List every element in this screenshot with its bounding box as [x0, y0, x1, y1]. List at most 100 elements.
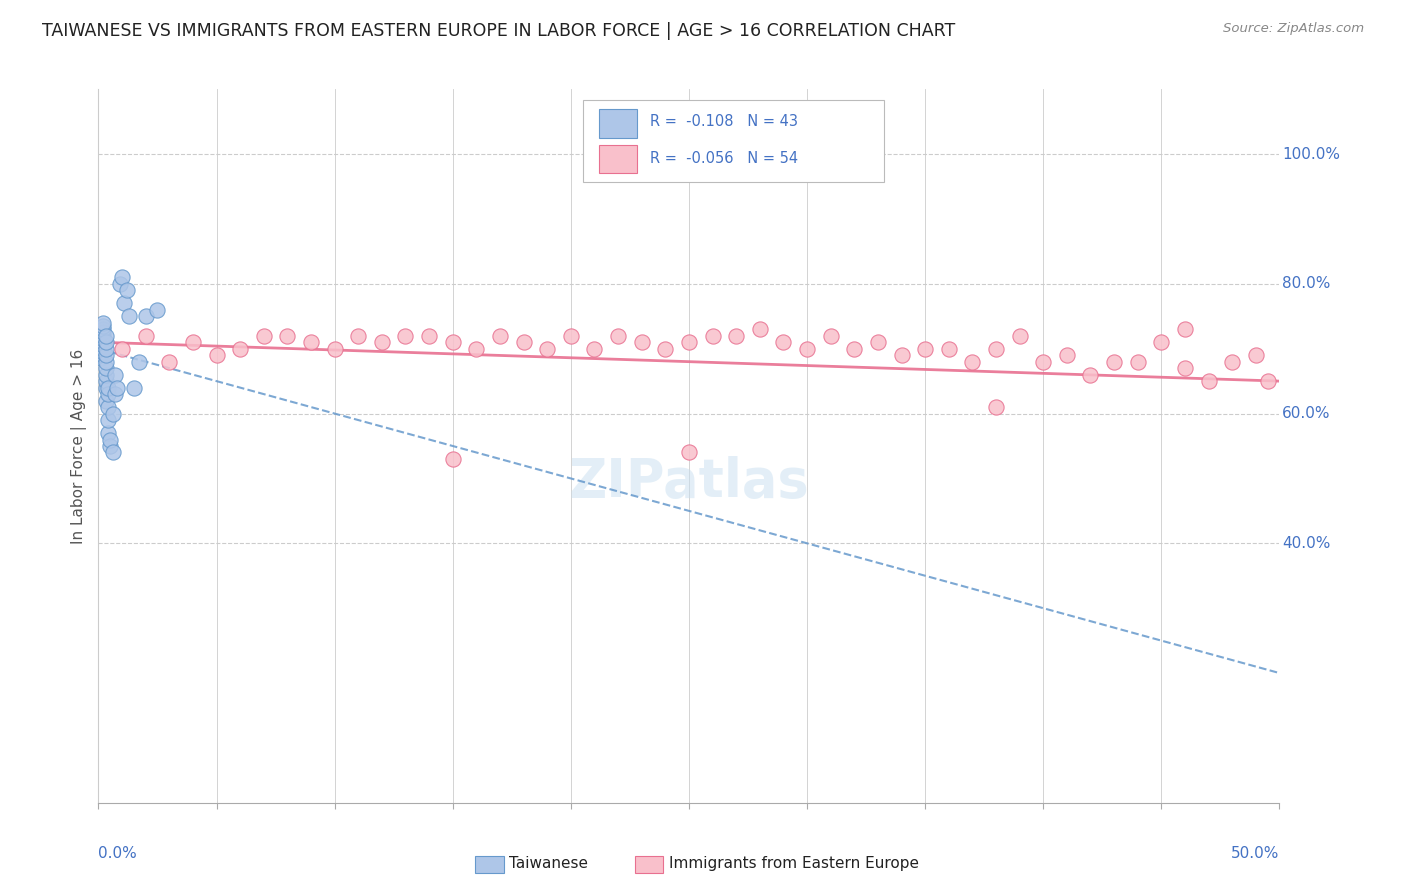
Point [135, 310, 157, 324]
Point [512, 335, 534, 350]
Point [91, 332, 114, 346]
Point [91, 345, 114, 359]
FancyBboxPatch shape [582, 100, 884, 182]
Point [820, 328, 842, 343]
Point [536, 342, 558, 356]
Point [94, 393, 117, 408]
Text: 80.0%: 80.0% [1282, 277, 1330, 292]
Point [91, 328, 114, 343]
Text: 50.0%: 50.0% [1232, 846, 1279, 861]
Point [91, 318, 114, 333]
Point [253, 328, 276, 343]
Point [914, 342, 936, 356]
Point [90, 351, 112, 366]
Text: R =  -0.108   N = 43: R = -0.108 N = 43 [650, 114, 799, 129]
Point [94, 374, 117, 388]
Text: Taiwanese: Taiwanese [509, 856, 589, 871]
Point [128, 354, 150, 368]
Point [135, 328, 157, 343]
Point [772, 335, 794, 350]
Point [394, 328, 416, 343]
Point [418, 328, 440, 343]
Point [91, 322, 114, 336]
Point [146, 302, 169, 317]
Point [299, 335, 322, 350]
Text: Source: ZipAtlas.com: Source: ZipAtlas.com [1223, 22, 1364, 36]
Point [441, 335, 464, 350]
Point [1032, 354, 1054, 368]
Point [890, 348, 912, 362]
Point [489, 328, 512, 343]
Point [94, 342, 117, 356]
Point [583, 342, 606, 356]
Point [91, 335, 114, 350]
Point [97, 400, 120, 414]
Point [205, 348, 228, 362]
Point [94, 328, 117, 343]
Point [844, 342, 866, 356]
Text: 40.0%: 40.0% [1282, 536, 1330, 550]
Point [94, 361, 117, 376]
Point [866, 335, 889, 350]
Point [938, 342, 960, 356]
Text: Immigrants from Eastern Europe: Immigrants from Eastern Europe [669, 856, 920, 871]
Text: ZIPatlas: ZIPatlas [568, 456, 810, 508]
Point [98, 439, 121, 453]
Point [984, 400, 1007, 414]
Point [91, 326, 114, 340]
Text: 60.0%: 60.0% [1282, 406, 1330, 421]
Point [276, 328, 298, 343]
Point [1150, 335, 1173, 350]
Point [122, 381, 145, 395]
Point [962, 354, 984, 368]
FancyBboxPatch shape [475, 855, 503, 872]
Point [104, 387, 127, 401]
Point [98, 433, 121, 447]
FancyBboxPatch shape [634, 855, 664, 872]
Point [104, 368, 127, 382]
Point [607, 328, 630, 343]
Point [796, 342, 818, 356]
Point [984, 342, 1007, 356]
Point [465, 342, 488, 356]
Point [108, 277, 131, 291]
Point [725, 328, 748, 343]
Point [91, 338, 114, 352]
Point [101, 407, 124, 421]
Point [630, 335, 652, 350]
Point [1080, 368, 1102, 382]
Point [91, 348, 114, 362]
Point [1056, 348, 1078, 362]
Point [702, 328, 724, 343]
Point [111, 270, 134, 285]
Point [441, 452, 464, 467]
Point [560, 328, 582, 343]
Point [678, 445, 700, 459]
Point [347, 328, 370, 343]
Point [91, 342, 114, 356]
Point [1244, 348, 1267, 362]
Point [371, 335, 394, 350]
Point [91, 316, 114, 330]
Y-axis label: In Labor Force | Age > 16: In Labor Force | Age > 16 [72, 349, 87, 543]
Point [678, 335, 700, 350]
Point [1126, 354, 1149, 368]
Point [111, 342, 134, 356]
FancyBboxPatch shape [599, 110, 637, 138]
Text: 100.0%: 100.0% [1282, 146, 1340, 161]
Point [97, 381, 120, 395]
Point [105, 381, 128, 395]
Point [1174, 361, 1197, 376]
Point [94, 348, 117, 362]
Point [323, 342, 346, 356]
Point [94, 381, 117, 395]
Point [112, 296, 135, 310]
Point [748, 322, 770, 336]
Point [97, 413, 120, 427]
Point [229, 342, 252, 356]
Point [118, 310, 141, 324]
Point [94, 335, 117, 350]
Text: R =  -0.056   N = 54: R = -0.056 N = 54 [650, 151, 799, 166]
Point [94, 368, 117, 382]
Point [1220, 354, 1243, 368]
